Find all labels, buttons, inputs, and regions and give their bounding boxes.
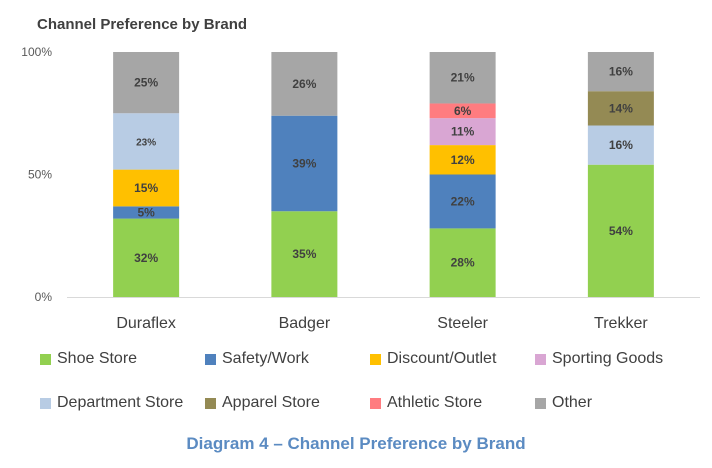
- bar-segment-duraflex-safety-work: [113, 206, 180, 219]
- legend-swatch: [205, 397, 216, 409]
- data-label: 28%: [451, 256, 475, 270]
- legend-swatch: [40, 353, 51, 365]
- data-label: 16%: [609, 65, 633, 79]
- legend: Shoe Store Safety/Work Discount/Outlet Spor…: [40, 348, 700, 414]
- data-label: 12%: [451, 153, 475, 167]
- bar-segment-steeler-other: [429, 52, 496, 104]
- y-tick-label: 0%: [35, 290, 53, 304]
- bar-segment-badger-other: [271, 52, 338, 116]
- legend-swatch: [535, 397, 546, 409]
- data-label: 6%: [454, 104, 472, 118]
- x-tick-label: Trekker: [594, 315, 648, 332]
- figure-caption: Diagram 4 – Channel Preference by Brand: [186, 434, 526, 453]
- legend-swatch: [370, 397, 381, 409]
- bar-segment-badger-safety-work: [271, 115, 338, 212]
- bar-segment-badger-shoe-store: [271, 211, 338, 297]
- bar-segment-steeler-discount-outlet: [429, 145, 496, 175]
- x-tick-label: Steeler: [437, 315, 488, 332]
- y-tick-label: 50%: [28, 168, 52, 182]
- legend-label: Department Store: [57, 394, 184, 411]
- legend-label: Discount/Outlet: [387, 350, 497, 367]
- bar-segment-trekker-apparel-store: [587, 91, 654, 126]
- data-label: 15%: [134, 181, 158, 195]
- legend-label: Other: [552, 394, 593, 411]
- legend-item-other: Other: [535, 392, 700, 414]
- data-label: 35%: [292, 247, 316, 261]
- bar-segment-steeler-sporting-goods: [429, 118, 496, 146]
- bars-layer: [113, 52, 654, 297]
- legend-item-discount-outlet: Discount/Outlet: [370, 348, 535, 370]
- data-label: 23%: [136, 137, 156, 148]
- legend-label: Shoe Store: [57, 350, 138, 367]
- chart-title: Channel Preference by Brand: [37, 16, 248, 33]
- bar-segment-duraflex-other: [113, 52, 180, 114]
- legend-label: Safety/Work: [222, 350, 309, 367]
- bar-segment-steeler-safety-work: [429, 174, 496, 229]
- data-label: 32%: [134, 251, 158, 265]
- data-label: 22%: [451, 194, 475, 208]
- legend-label: Athletic Store: [387, 394, 483, 411]
- legend-swatch: [205, 353, 216, 365]
- legend-label: Sporting Goods: [552, 350, 664, 367]
- legend-swatch: [535, 353, 546, 365]
- bar-segment-trekker-other: [587, 52, 654, 92]
- data-label: 5%: [137, 205, 155, 219]
- legend-item-athletic-store: Athletic Store: [370, 392, 535, 414]
- bar-segment-duraflex-discount-outlet: [113, 169, 180, 207]
- y-tick-label: 100%: [21, 45, 52, 59]
- legend-swatch: [370, 353, 381, 365]
- legend-item-safety-work: Safety/Work: [205, 348, 370, 370]
- legend-item-sporting-goods: Sporting Goods: [535, 348, 700, 370]
- x-tick-label: Badger: [279, 315, 331, 332]
- legend-item-department-store: Department Store: [40, 392, 205, 414]
- data-label: 25%: [134, 76, 158, 90]
- x-tick-label: Duraflex: [116, 315, 176, 332]
- data-label: 21%: [451, 71, 475, 85]
- data-label: 14%: [609, 101, 633, 115]
- data-label: 26%: [292, 77, 316, 91]
- legend-label: Apparel Store: [222, 394, 320, 411]
- data-label: 39%: [292, 156, 316, 170]
- bar-segment-trekker-department-store: [587, 125, 654, 165]
- data-label: 16%: [609, 138, 633, 152]
- bar-segment-trekker-shoe-store: [587, 164, 654, 297]
- legend-swatch: [40, 397, 51, 409]
- legend-item-shoe-store: Shoe Store: [40, 348, 205, 370]
- bar-segment-duraflex-department-store: [113, 113, 180, 170]
- legend-item-apparel-store: Apparel Store: [205, 392, 370, 414]
- bar-segment-duraflex-shoe-store: [113, 218, 180, 297]
- data-label: 54%: [609, 224, 633, 238]
- bar-segment-steeler-shoe-store: [429, 228, 496, 297]
- data-label: 11%: [451, 125, 475, 139]
- bar-segment-steeler-athletic-store: [429, 103, 496, 119]
- axes-layer: Duraflex Badger Steeler Trekker 0% 50% 100%: [21, 45, 700, 332]
- data-labels-layer: 32% 5% 15% 23% 25% 35% 39% 26% 28% 22% 12% 11% 6% 21%…: [134, 65, 633, 270]
